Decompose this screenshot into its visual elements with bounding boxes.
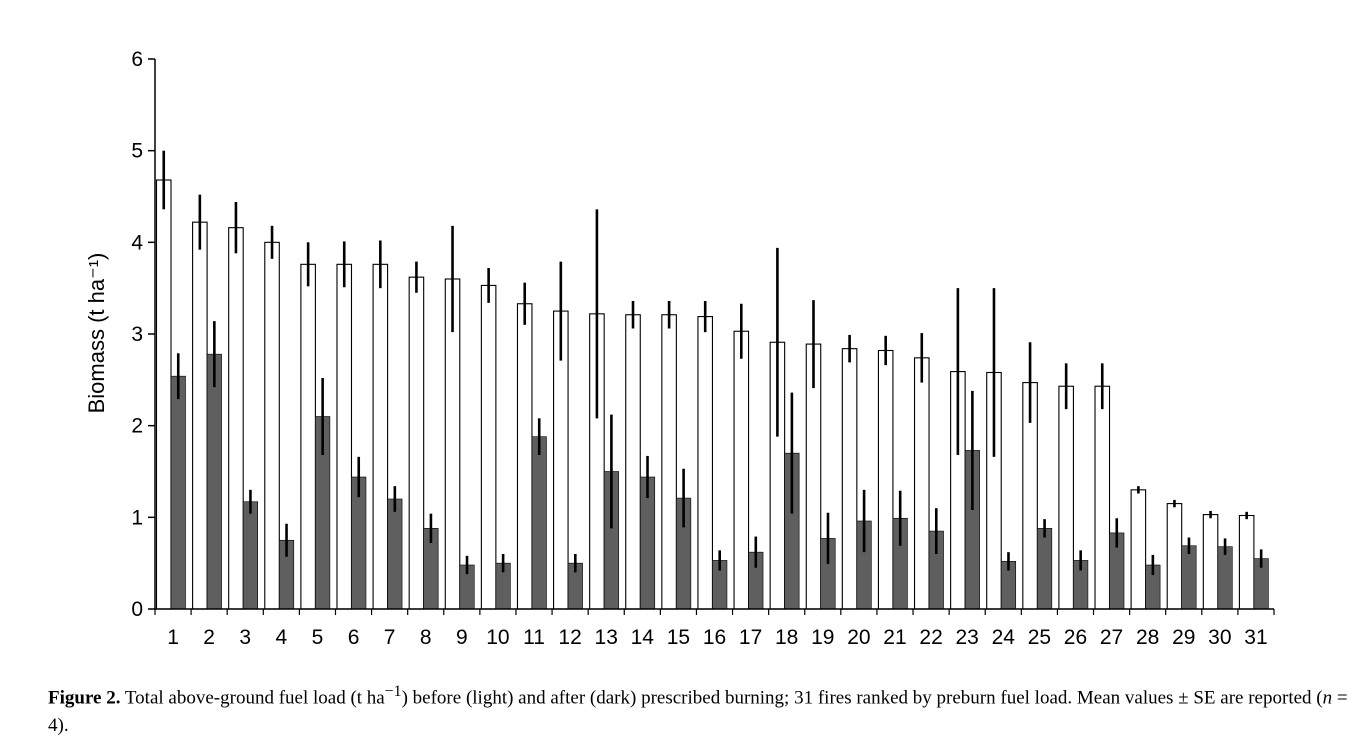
bar-after <box>206 353 222 610</box>
bar-before <box>661 314 677 610</box>
error-bars-layer <box>162 150 1263 576</box>
x-tick-label: 31 <box>1244 626 1267 649</box>
bar-before <box>1238 514 1255 610</box>
bar-before <box>336 263 353 610</box>
x-tick-label: 7 <box>384 626 396 649</box>
bar-before <box>516 303 533 610</box>
y-tick-label: 0 <box>131 598 143 621</box>
x-tick-label: 11 <box>523 626 545 649</box>
y-axis-label: Biomass (t ha⁻¹) <box>84 253 109 414</box>
x-tick-label: 23 <box>955 626 978 649</box>
y-axis-ticks: 0 1 2 3 4 5 6 <box>131 48 155 621</box>
bar-after <box>1037 528 1053 610</box>
bar-before <box>1094 385 1111 610</box>
bar-before <box>372 263 389 610</box>
bar-before <box>625 314 641 610</box>
bar-before <box>408 276 425 610</box>
x-tick-label: 10 <box>486 626 509 649</box>
x-tick-label: 13 <box>595 626 618 649</box>
bar-before <box>841 348 858 610</box>
bar-before <box>480 284 497 610</box>
bar-after <box>387 498 403 610</box>
bar-before <box>228 227 244 610</box>
bar-after <box>531 436 547 610</box>
x-tick-label: 2 <box>203 626 215 649</box>
x-tick-label: 21 <box>883 626 906 649</box>
x-tick-label: 20 <box>847 626 870 649</box>
y-tick-label: 3 <box>131 323 143 346</box>
caption-text-2: ) before (light) and after (dark) prescr… <box>401 687 1323 709</box>
bar-before <box>697 316 714 610</box>
x-tick-label: 30 <box>1208 626 1231 649</box>
x-tick-label: 17 <box>739 626 762 649</box>
x-tick-label: 25 <box>1028 626 1051 649</box>
x-tick-label: 8 <box>420 626 432 649</box>
bar-before <box>913 357 930 610</box>
caption-label: Figure 2. <box>48 687 121 709</box>
bar-before <box>1058 385 1074 610</box>
bar-before <box>1166 503 1183 610</box>
y-tick-label: 2 <box>131 415 143 438</box>
bar-before <box>1130 489 1147 610</box>
caption-superscript: −1 <box>384 683 402 700</box>
x-tick-label: 14 <box>631 626 655 649</box>
x-tick-label: 1 <box>167 626 179 649</box>
bar-before <box>192 221 208 610</box>
x-tick-label: 28 <box>1136 626 1159 649</box>
x-tick-label: 6 <box>348 626 360 649</box>
x-tick-label: 26 <box>1064 626 1087 649</box>
x-tick-label: 9 <box>456 626 468 649</box>
x-tick-label: 5 <box>312 626 324 649</box>
caption-text-1: Total above-ground fuel load (t ha <box>124 687 385 709</box>
bar-before <box>264 241 280 610</box>
x-tick-label: 16 <box>703 626 726 649</box>
x-tick-label: 27 <box>1100 626 1123 649</box>
y-tick-label: 5 <box>131 140 143 163</box>
y-tick-label: 6 <box>131 48 143 71</box>
x-tick-label: 22 <box>919 626 942 649</box>
bar-after <box>242 501 258 610</box>
bar-after <box>170 375 186 610</box>
figure-caption: Figure 2. Total above-ground fuel load (… <box>48 678 1348 740</box>
y-tick-label: 4 <box>131 231 143 254</box>
x-tick-label: 12 <box>558 626 581 649</box>
x-axis-ticks: 1 2 3 4 5 6 7 8 9 10 11 12 13 14 15 16 17 18 19 20 21 22 23 24 2… <box>154 609 1275 649</box>
x-tick-label: 4 <box>275 626 287 649</box>
bar-before <box>300 263 316 610</box>
x-tick-label: 18 <box>775 626 798 649</box>
x-tick-label: 29 <box>1172 626 1195 649</box>
x-tick-label: 15 <box>667 626 690 649</box>
bar-before <box>733 330 750 610</box>
bar-after <box>1217 546 1233 610</box>
bar-before <box>1202 514 1219 610</box>
bar-before <box>877 349 894 610</box>
caption-text-3: = 4). <box>48 687 1348 737</box>
x-tick-label: 24 <box>992 626 1016 649</box>
y-tick-label: 1 <box>131 506 143 529</box>
x-tick-label: 19 <box>811 626 834 649</box>
caption-n: n <box>1322 687 1333 709</box>
x-tick-label: 3 <box>239 626 251 649</box>
bar-before <box>155 179 172 610</box>
bar-after <box>1181 545 1197 610</box>
